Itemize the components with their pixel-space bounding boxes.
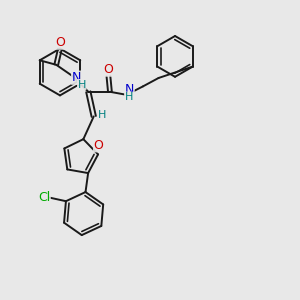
Text: O: O bbox=[103, 63, 113, 76]
Text: N: N bbox=[72, 71, 81, 84]
Text: H: H bbox=[77, 80, 86, 90]
Text: O: O bbox=[55, 36, 65, 49]
Text: O: O bbox=[94, 139, 103, 152]
Text: H: H bbox=[98, 110, 106, 120]
Text: Cl: Cl bbox=[38, 191, 50, 204]
Text: N: N bbox=[125, 83, 134, 96]
Text: H: H bbox=[125, 92, 134, 102]
